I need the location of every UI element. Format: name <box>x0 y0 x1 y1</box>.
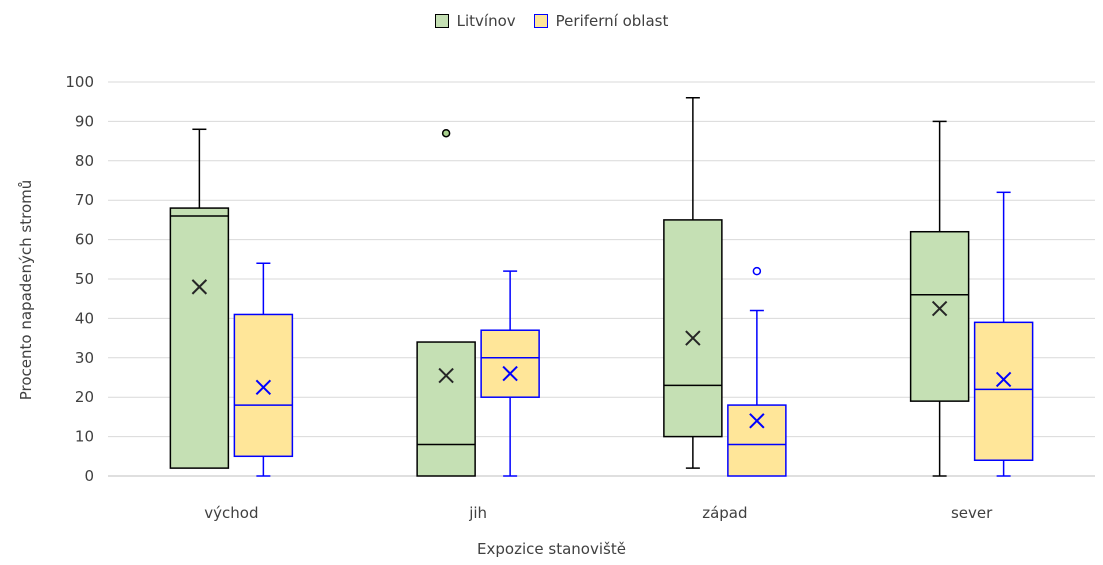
x-tick-label: východ <box>204 504 258 522</box>
y-tick-label: 90 <box>75 112 94 130</box>
legend-swatch-litvinov <box>434 14 449 28</box>
legend: Litvínov Periferní oblast <box>0 12 1103 30</box>
y-tick-label: 20 <box>75 388 94 406</box>
legend-item-litvinov[interactable]: Litvínov <box>434 12 516 30</box>
x-tick-label: sever <box>951 504 993 522</box>
outlier-point[interactable] <box>752 266 762 276</box>
legend-label-periferni: Periferní oblast <box>555 12 669 30</box>
x-axis-title: Expozice stanoviště <box>477 540 626 558</box>
mean-marker <box>685 330 701 346</box>
legend-swatch-periferni <box>533 14 548 28</box>
y-tick-label: 0 <box>84 467 94 485</box>
x-tick-label: západ <box>702 504 747 522</box>
mean-marker <box>438 367 454 384</box>
box[interactable] <box>169 207 230 469</box>
mean-marker <box>931 300 948 317</box>
box[interactable] <box>416 341 476 477</box>
y-tick-label: 70 <box>75 191 94 209</box>
mean-marker <box>502 365 518 382</box>
box[interactable] <box>480 329 540 398</box>
mean-marker <box>255 379 272 396</box>
y-tick-label: 50 <box>75 270 94 288</box>
box[interactable] <box>973 321 1034 461</box>
y-tick-label: 80 <box>75 152 94 170</box>
box[interactable] <box>909 230 970 402</box>
mean-marker <box>191 279 208 295</box>
y-tick-label: 100 <box>65 73 94 91</box>
mean-marker <box>749 413 765 429</box>
y-tick-label: 40 <box>75 309 94 327</box>
box[interactable] <box>727 404 787 477</box>
legend-label-litvinov: Litvínov <box>456 12 516 30</box>
legend-item-periferni[interactable]: Periferní oblast <box>533 12 669 30</box>
box[interactable] <box>663 219 723 438</box>
y-tick-label: 30 <box>75 349 94 367</box>
y-tick-label: 10 <box>75 428 94 446</box>
y-axis-title: Procento napadených stromů <box>17 179 35 401</box>
x-tick-label: jih <box>468 504 487 522</box>
mean-marker <box>995 371 1012 388</box>
outlier-point[interactable] <box>441 128 451 138</box>
box[interactable] <box>233 313 294 458</box>
y-tick-label: 60 <box>75 231 94 249</box>
